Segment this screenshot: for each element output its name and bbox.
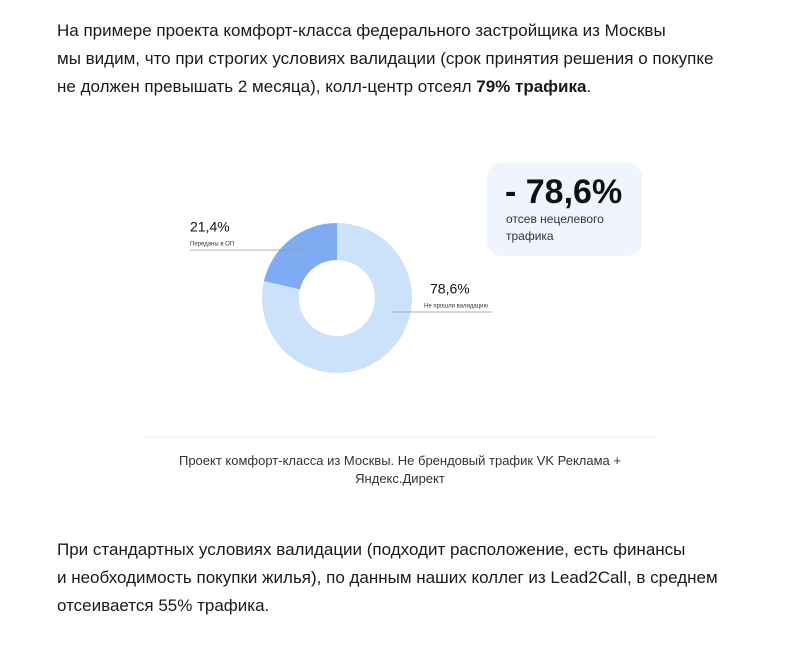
intro-line: не должен превышать 2 месяца), колл-цент… bbox=[57, 77, 591, 97]
value-label: 78,6% bbox=[430, 281, 470, 297]
outro-line: и необходимость покупки жилья), по данны… bbox=[57, 568, 718, 587]
bold-text: 79% трафика bbox=[476, 77, 587, 96]
donut-slice bbox=[262, 223, 413, 374]
caption-line: Проект комфорт-класса из Москвы. Не брен… bbox=[178, 453, 621, 468]
callout-text: трафика bbox=[506, 229, 554, 243]
caption-line: Яндекс.Директ bbox=[355, 471, 445, 486]
outro-line: отсеивается 55% трафика. bbox=[57, 596, 270, 615]
donut-slice bbox=[263, 223, 337, 290]
callout-box bbox=[487, 163, 642, 256]
text: не должен превышать 2 месяца), колл-цент… bbox=[57, 77, 477, 96]
callout-value: - 78,6% bbox=[505, 173, 622, 211]
text: . bbox=[586, 77, 592, 96]
text: мы видим, что при строгих условиях валид… bbox=[57, 49, 714, 68]
callout-text: отсев нецелевого bbox=[506, 212, 604, 226]
category-label: Не прошли валидацию bbox=[424, 304, 489, 310]
intro-line: На примере проекта комфорт-класса федера… bbox=[57, 21, 666, 41]
value-label: 21,4% bbox=[190, 219, 230, 235]
outro-line: При стандартных условиях валидации (подх… bbox=[57, 540, 686, 559]
intro-line: мы видим, что при строгих условиях валид… bbox=[57, 49, 713, 69]
category-label: Переданы в ОП bbox=[190, 242, 234, 248]
text: На примере проекта комфорт-класса федера… bbox=[57, 21, 666, 40]
